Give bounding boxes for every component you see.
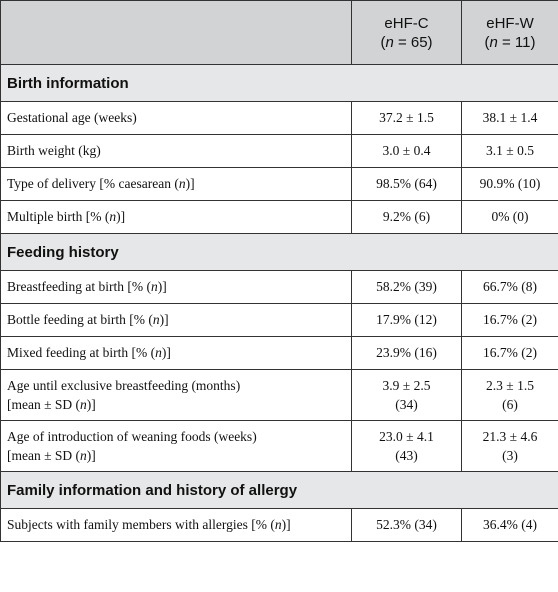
- value-ehf-w: 16.7% (2): [461, 336, 558, 370]
- value-mean-sd: 21.3 ± 4.6: [482, 429, 538, 444]
- value-ehf-w: 16.7% (2): [461, 303, 558, 337]
- section-birth-information: Birth information: [0, 64, 558, 102]
- value-ehf-c: 58.2% (39): [351, 270, 462, 304]
- header-blank-cell: [0, 0, 352, 65]
- value-mean-sd: 3.9 ± 2.5: [382, 378, 431, 393]
- section-title: Feeding history: [0, 233, 558, 271]
- table-row: Age of introduction of weaning foods (we…: [0, 420, 558, 472]
- row-label: Gestational age (weeks): [0, 101, 352, 135]
- value-n: (3): [502, 448, 518, 463]
- row-label: Multiple birth [% (n)]: [0, 200, 352, 234]
- table-row: Breastfeeding at birth [% (n)] 58.2% (39…: [0, 270, 558, 304]
- value-ehf-c: 23.9% (16): [351, 336, 462, 370]
- row-label-line2: [mean ± SD (n)]: [7, 397, 96, 412]
- characteristics-table: eHF-C (n = 65) eHF-W (n = 11) Birth info…: [0, 0, 558, 542]
- row-label: Mixed feeding at birth [% (n)]: [0, 336, 352, 370]
- header-ehf-c-label: eHF-C: [384, 14, 429, 32]
- value-ehf-w: 2.3 ± 1.5 (6): [461, 369, 558, 421]
- section-title: Birth information: [0, 64, 558, 102]
- section-feeding-history: Feeding history: [0, 233, 558, 271]
- table-row: Mixed feeding at birth [% (n)] 23.9% (16…: [0, 336, 558, 370]
- table-row: Gestational age (weeks) 37.2 ± 1.5 38.1 …: [0, 101, 558, 135]
- row-label-line1: Age until exclusive breastfeeding (month…: [7, 378, 241, 393]
- section-title: Family information and history of allerg…: [0, 471, 558, 509]
- value-ehf-w: 36.4% (4): [461, 508, 558, 542]
- row-label-line1: Age of introduction of weaning foods (we…: [7, 429, 257, 444]
- value-n: (6): [502, 397, 518, 412]
- table-row: Bottle feeding at birth [% (n)] 17.9% (1…: [0, 303, 558, 337]
- row-label: Age of introduction of weaning foods (we…: [0, 420, 352, 472]
- value-mean-sd: 2.3 ± 1.5: [486, 378, 534, 393]
- table-row: Age until exclusive breastfeeding (month…: [0, 369, 558, 421]
- header-ehf-c-n: (n = 65): [380, 33, 433, 51]
- value-mean-sd: 23.0 ± 4.1: [379, 429, 434, 444]
- value-ehf-w: 0% (0): [461, 200, 558, 234]
- value-ehf-c: 23.0 ± 4.1 (43): [351, 420, 462, 472]
- value-ehf-c: 9.2% (6): [351, 200, 462, 234]
- row-label: Breastfeeding at birth [% (n)]: [0, 270, 352, 304]
- header-ehf-w-label: eHF-W: [486, 14, 534, 32]
- value-ehf-c: 52.3% (34): [351, 508, 462, 542]
- value-ehf-w: 90.9% (10): [461, 167, 558, 201]
- value-ehf-c: 98.5% (64): [351, 167, 462, 201]
- value-ehf-w: 21.3 ± 4.6 (3): [461, 420, 558, 472]
- table-row: Type of delivery [% caesarean (n)] 98.5%…: [0, 167, 558, 201]
- value-n: (43): [395, 448, 418, 463]
- table-row: Subjects with family members with allerg…: [0, 508, 558, 542]
- value-ehf-c: 3.9 ± 2.5 (34): [351, 369, 462, 421]
- row-label: Bottle feeding at birth [% (n)]: [0, 303, 352, 337]
- value-ehf-w: 38.1 ± 1.4: [461, 101, 558, 135]
- row-label: Subjects with family members with allerg…: [0, 508, 352, 542]
- row-label: Birth weight (kg): [0, 134, 352, 168]
- value-ehf-c: 17.9% (12): [351, 303, 462, 337]
- row-label: Age until exclusive breastfeeding (month…: [0, 369, 352, 421]
- value-n: (34): [395, 397, 418, 412]
- row-label-line2: [mean ± SD (n)]: [7, 448, 96, 463]
- table-row: Birth weight (kg) 3.0 ± 0.4 3.1 ± 0.5: [0, 134, 558, 168]
- header-ehf-c: eHF-C (n = 65): [351, 0, 462, 65]
- header-ehf-w-n: (n = 11): [484, 33, 536, 51]
- row-label: Type of delivery [% caesarean (n)]: [0, 167, 352, 201]
- header-ehf-w: eHF-W (n = 11): [461, 0, 558, 65]
- value-ehf-w: 3.1 ± 0.5: [461, 134, 558, 168]
- value-ehf-c: 3.0 ± 0.4: [351, 134, 462, 168]
- value-ehf-w: 66.7% (8): [461, 270, 558, 304]
- value-ehf-c: 37.2 ± 1.5: [351, 101, 462, 135]
- header-row: eHF-C (n = 65) eHF-W (n = 11): [0, 0, 558, 65]
- table-row: Multiple birth [% (n)] 9.2% (6) 0% (0): [0, 200, 558, 234]
- section-family-information: Family information and history of allerg…: [0, 471, 558, 509]
